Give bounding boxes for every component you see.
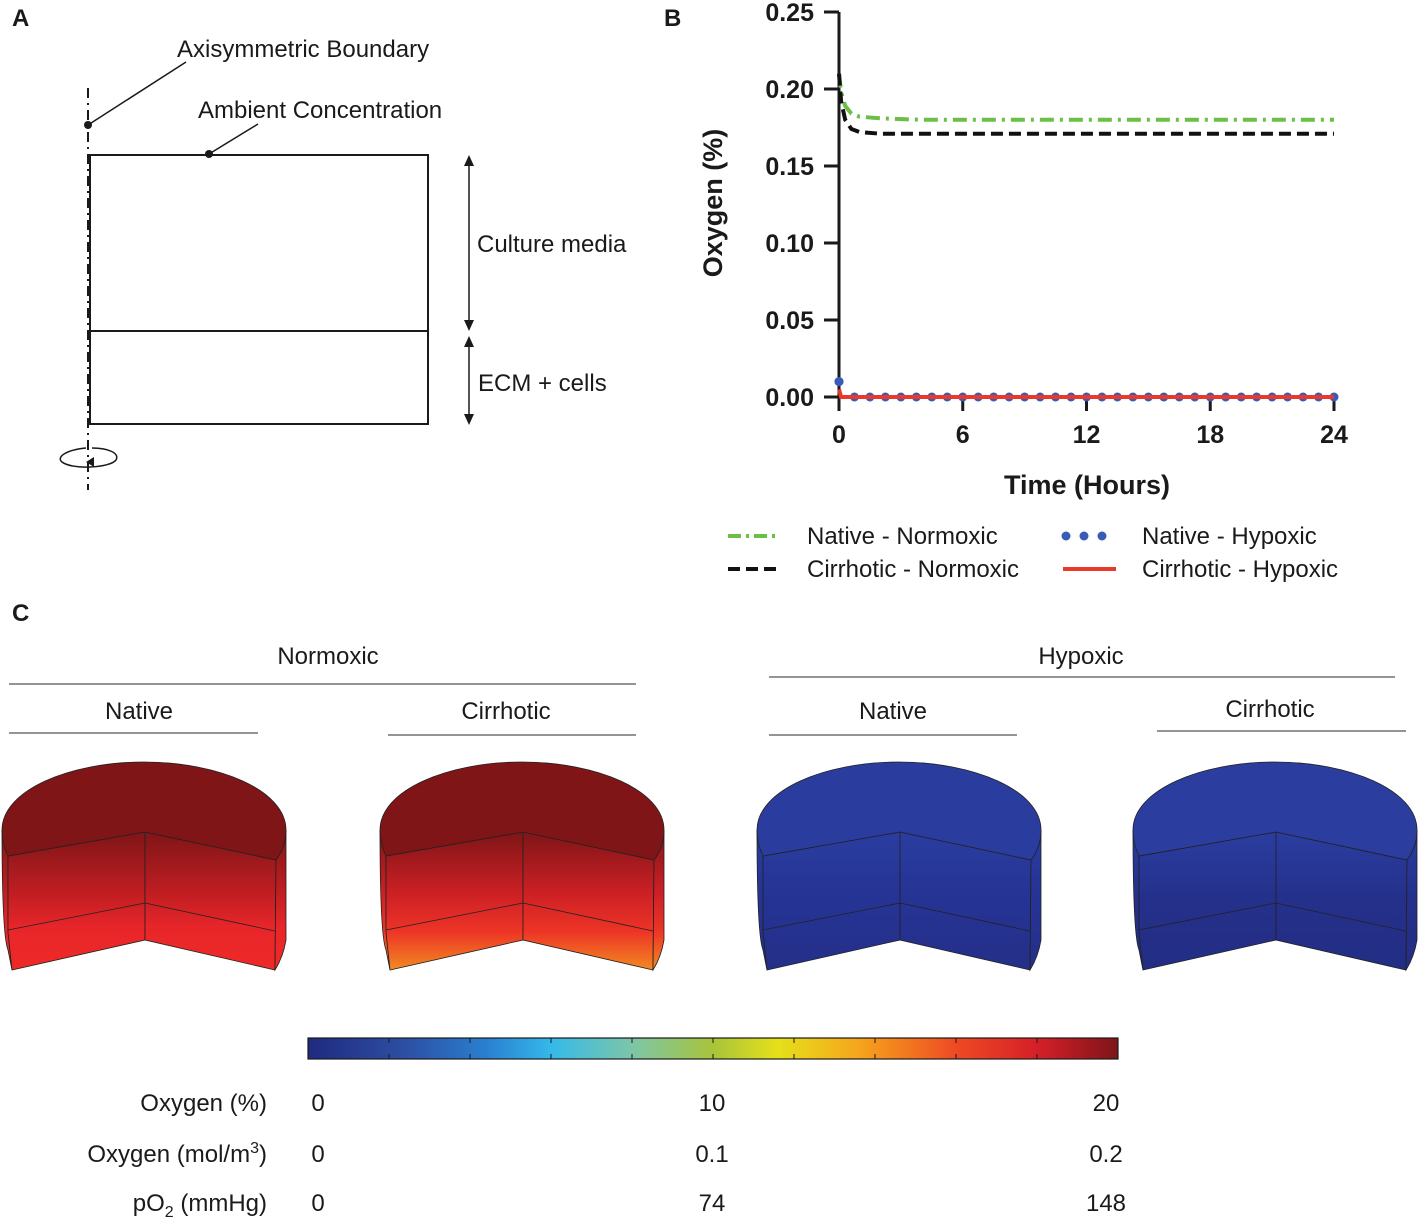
panel-a-label: A (12, 5, 29, 32)
y-tick-label: 0.05 (765, 307, 814, 335)
colorbar-row1-label: Oxygen (%) (140, 1090, 267, 1117)
colorbar-row2-label-main: Oxygen (mol/m (87, 1141, 250, 1168)
cylinder-top (1132, 761, 1418, 861)
rotation-icon (59, 447, 118, 468)
colorbar-row3-label-main: pO (133, 1190, 165, 1217)
y-tick-label: 0.10 (765, 230, 814, 258)
ambient-leader (208, 123, 259, 155)
y-axis-title: Oxygen (%) (698, 129, 728, 278)
y-tick-label: 0.25 (765, 0, 814, 27)
series-line-native-normoxic (837, 73, 1334, 122)
hypoxic-cirrhotic-header: Cirrhotic (1225, 696, 1314, 723)
x-tick-label: 6 (956, 421, 970, 449)
legend-label-cirrhotic-normoxic: Cirrhotic - Normoxic (807, 556, 1019, 583)
colorbar-row2-max: 0.2 (1089, 1141, 1122, 1168)
colorbar-row2-mid: 0.1 (695, 1141, 728, 1168)
colorbar-row3-label-sub: 2 (165, 1204, 174, 1218)
legend-swatch-native-hypoxic-dot2 (1079, 531, 1089, 541)
colorbar-row1-mid: 10 (699, 1090, 726, 1117)
colorbar-ticks (388, 1038, 1038, 1059)
colorbar-row3-min: 0 (311, 1190, 324, 1217)
x-tick-label: 12 (1073, 421, 1101, 449)
panel-c-label: C (12, 600, 29, 627)
colorbar-row3-mid: 74 (699, 1190, 726, 1217)
legend-swatch-native-hypoxic-dot3 (1097, 531, 1107, 541)
ecm-arrow-down (464, 414, 474, 425)
colorbar-row3-label-end: (mmHg) (174, 1190, 267, 1217)
series-line-cirrhotic-hypoxic (837, 388, 1334, 399)
cylinder-hypoxic-cirrhotic (1132, 761, 1418, 972)
colorbar-row1-max: 20 (1093, 1090, 1120, 1117)
normoxic-header: Normoxic (277, 643, 378, 670)
colorbar-row1-min: 0 (311, 1090, 324, 1117)
culture-label: Culture media (477, 231, 627, 258)
legend-label-cirrhotic-hypoxic: Cirrhotic - Hypoxic (1142, 556, 1338, 583)
domain-outline (89, 154, 429, 425)
hypoxic-header: Hypoxic (1038, 643, 1123, 670)
y-tick-label: 0.15 (765, 153, 814, 181)
cylinder-layer-interface (1138, 902, 1407, 932)
colorbar-row3-label: pO2 (mmHg) (133, 1190, 267, 1218)
ecm-arrow-up (464, 336, 474, 347)
axisymmetric-leader (87, 61, 187, 126)
colorbar-row3-max: 148 (1086, 1190, 1126, 1217)
culture-arrow-up (464, 155, 474, 166)
ambient-label: Ambient Concentration (198, 97, 442, 124)
x-tick-label: 0 (832, 421, 846, 449)
hypoxic-native-header: Native (859, 698, 927, 725)
cylinder-top (756, 761, 1042, 861)
cylinder-normoxic-native (1, 761, 287, 972)
ecm-label: ECM + cells (478, 370, 607, 397)
culture-arrow-down (464, 320, 474, 331)
y-tick-label: 0.00 (765, 384, 814, 412)
normoxic-native-header: Native (105, 698, 173, 725)
x-axis-title: Time (Hours) (1004, 470, 1170, 500)
colorbar-row2-min: 0 (311, 1141, 324, 1168)
cylinder-layer-interface (762, 902, 1031, 932)
cylinder-layer-interface (385, 902, 654, 932)
colorbar-row2-label: Oxygen (mol/m3) (87, 1140, 267, 1168)
cylinder-normoxic-cirrhotic (379, 761, 665, 972)
x-tick-label: 24 (1320, 421, 1348, 449)
x-tick-label: 18 (1196, 421, 1224, 449)
cylinder-top (1, 761, 287, 861)
cylinder-layer-interface (7, 902, 276, 932)
rotation-arrow-icon (86, 457, 94, 467)
legend-label-native-normoxic: Native - Normoxic (807, 523, 998, 550)
normoxic-cirrhotic-header: Cirrhotic (461, 698, 550, 725)
cylinder-top (379, 761, 665, 861)
chart-legend: Native - Normoxic Cirrhotic - Normoxic N… (728, 523, 1338, 583)
series-line-cirrhotic-normoxic (837, 73, 1334, 136)
axisymmetric-label: Axisymmetric Boundary (177, 36, 429, 63)
legend-swatch-native-hypoxic-dot1 (1061, 531, 1071, 541)
y-tick-label: 0.20 (765, 76, 814, 104)
series-point-native-hypoxic-start (834, 377, 844, 387)
colorbar-row2-label-end: ) (259, 1141, 267, 1168)
panel-b-label: B (664, 5, 681, 32)
legend-label-native-hypoxic: Native - Hypoxic (1142, 523, 1317, 550)
colorbar-row2-label-sup: 3 (250, 1140, 259, 1157)
cylinder-hypoxic-native (756, 761, 1042, 972)
oxygen-time-chart: 0.00 0.05 0.10 0.15 0.20 0.25 0 6 12 18 24 (765, 0, 1348, 449)
